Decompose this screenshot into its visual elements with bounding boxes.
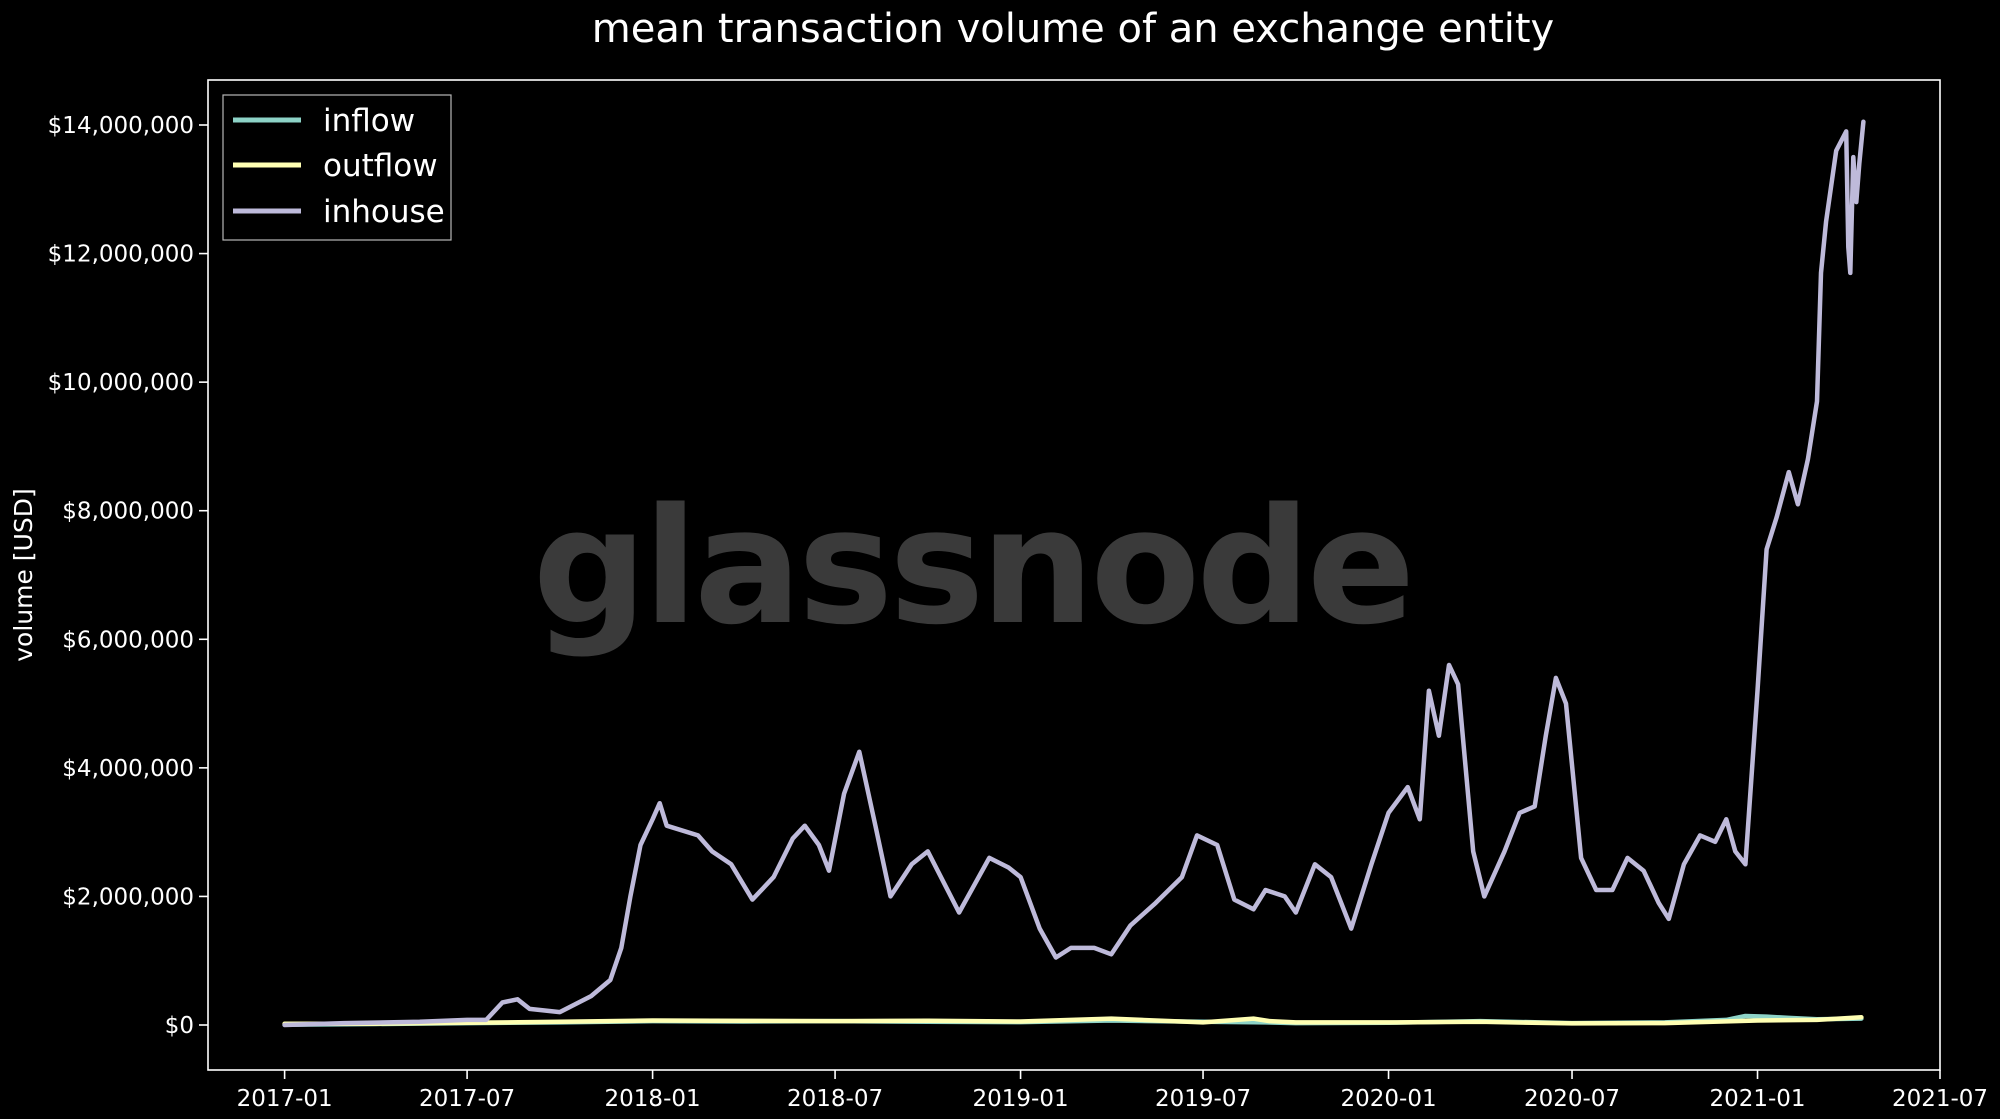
x-tick-label: 2020-07 <box>1524 1086 1620 1112</box>
x-tick-label: 2021-07 <box>1892 1086 1988 1112</box>
y-tick-label: $6,000,000 <box>62 627 194 653</box>
y-tick-label: $10,000,000 <box>48 370 194 396</box>
plot-frame <box>207 79 1941 1071</box>
y-tick-label: $0 <box>165 1013 194 1039</box>
series-line-outflow <box>282 1015 1864 1026</box>
y-tick-label: $2,000,000 <box>62 884 194 910</box>
watermark-text: glassnode <box>533 473 1412 660</box>
x-tick-label: 2017-01 <box>237 1086 333 1112</box>
y-tick-label: $4,000,000 <box>62 756 194 782</box>
legend-item-inflow: inflow <box>233 103 415 139</box>
chart-title: mean transaction volume of an exchange e… <box>592 6 1554 52</box>
y-axis-label: volume [USD] <box>9 488 38 662</box>
x-axis: 2017-01 2017-07 2018-01 2018-07 2019-01 2019-… <box>237 1070 1988 1112</box>
y-tick-label: $12,000,000 <box>48 242 194 268</box>
x-tick-label: 2018-01 <box>605 1086 701 1112</box>
x-tick-label: 2019-01 <box>973 1086 1069 1112</box>
x-tick-label: 2019-07 <box>1155 1086 1251 1112</box>
legend: inflow outflow inhouse <box>222 94 452 241</box>
legend-item-outflow: outflow <box>233 148 438 184</box>
x-tick-label: 2018-07 <box>787 1086 883 1112</box>
y-tick-label: $8,000,000 <box>62 499 194 525</box>
legend-item-inhouse: inhouse <box>233 194 445 230</box>
y-axis: $0 $2,000,000 $4,000,000 $6,000,000 $8,000,0… <box>48 113 208 1039</box>
series-line-inhouse <box>282 119 1866 1028</box>
x-tick-label: 2021-01 <box>1709 1086 1805 1112</box>
series-layer <box>282 119 1866 1028</box>
x-tick-label: 2020-01 <box>1340 1086 1436 1112</box>
y-tick-label: $14,000,000 <box>48 113 194 139</box>
legend-label-inflow: inflow <box>323 103 415 139</box>
legend-label-inhouse: inhouse <box>323 194 445 230</box>
legend-label-outflow: outflow <box>323 148 438 184</box>
x-tick-label: 2017-07 <box>419 1086 515 1112</box>
